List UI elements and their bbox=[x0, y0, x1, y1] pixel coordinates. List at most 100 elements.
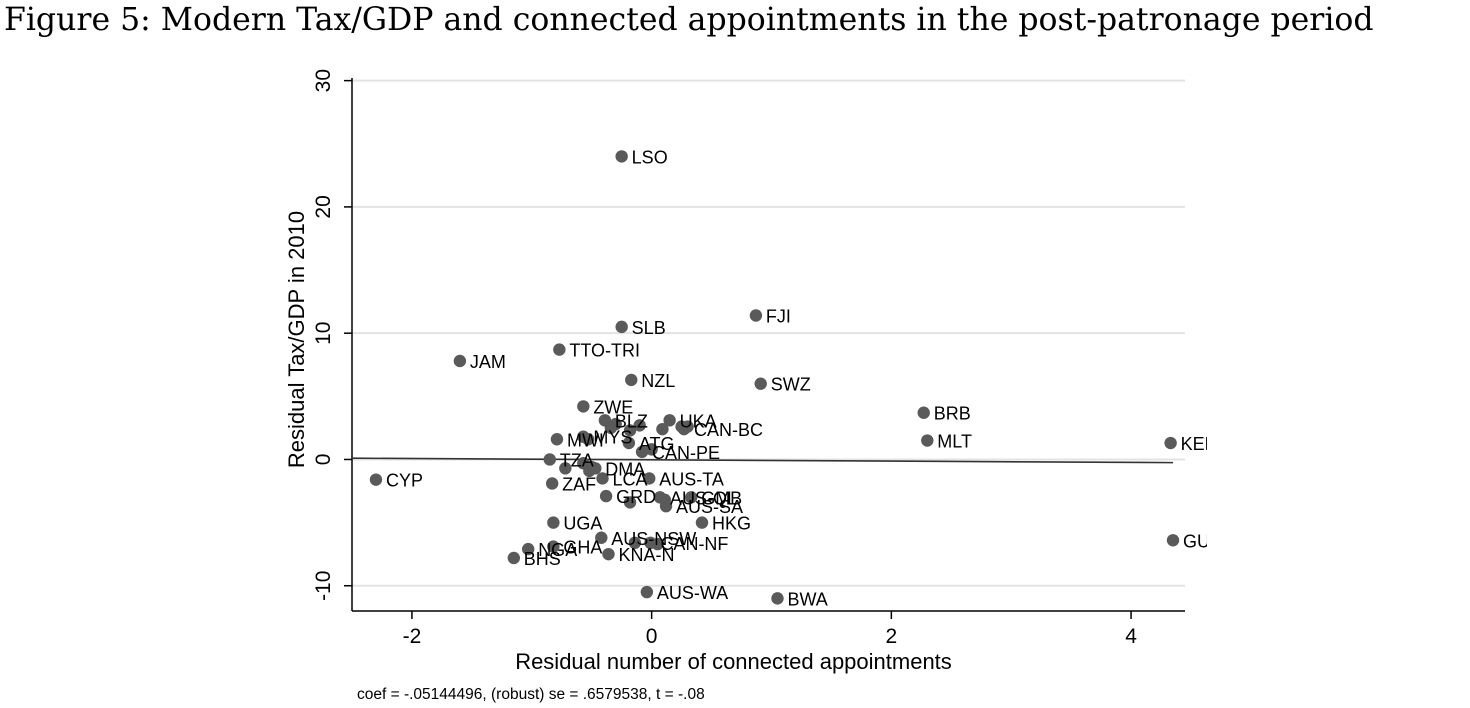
data-point-bhs bbox=[507, 551, 521, 565]
data-point-mys bbox=[577, 430, 590, 443]
x-tick-label: 4 bbox=[1125, 625, 1137, 648]
data-point bbox=[656, 422, 669, 436]
point-label-aus-sa: AUS-SA bbox=[676, 497, 743, 517]
data-point-zwe bbox=[577, 400, 590, 413]
data-point-atg bbox=[622, 436, 636, 450]
data-point bbox=[645, 443, 658, 456]
point-label-bhs: BHS bbox=[524, 549, 561, 569]
data-point-uga bbox=[547, 516, 560, 529]
data-point-tto-tri bbox=[553, 343, 566, 356]
axes bbox=[351, 78, 1185, 612]
x-tick-label: -2 bbox=[403, 625, 422, 648]
data-point-aus-wa bbox=[640, 585, 654, 599]
y-tick-label: -10 bbox=[312, 571, 335, 601]
point-label-aus-ql: AUS-QL bbox=[670, 488, 737, 508]
data-point-aus-nsw bbox=[595, 531, 608, 544]
data-point-aus-sa bbox=[659, 499, 673, 513]
point-label-mlt: MLT bbox=[937, 432, 972, 452]
data-point-uka bbox=[663, 414, 676, 427]
data-point-swz bbox=[754, 377, 767, 390]
point-label-uga: UGA bbox=[563, 514, 602, 534]
point-label-can-nf: CAN-NF bbox=[660, 534, 728, 554]
y-tick-label: 30 bbox=[312, 69, 335, 92]
data-point-ken bbox=[1164, 436, 1177, 450]
y-tick-label: 10 bbox=[312, 322, 335, 345]
point-label-dma: DMA bbox=[605, 459, 645, 479]
data-point-guy bbox=[1166, 534, 1180, 547]
data-point-slb bbox=[615, 320, 628, 334]
point-label-zaf: ZAF bbox=[562, 474, 596, 494]
data-point-gmb bbox=[684, 491, 698, 504]
data-point-dma bbox=[589, 462, 602, 475]
point-label-fji: FJI bbox=[766, 307, 791, 327]
point-label-tto-tri: TTO-TRI bbox=[569, 341, 640, 361]
point-label-gmb: GMB bbox=[701, 488, 742, 508]
data-point-brb bbox=[917, 406, 930, 419]
point-label-lso: LSO bbox=[632, 147, 668, 167]
data-point bbox=[609, 417, 622, 431]
data-point-mlt bbox=[921, 434, 934, 447]
point-label-jam: JAM bbox=[470, 352, 506, 372]
x-tick-label: 0 bbox=[646, 625, 658, 648]
data-point-tza bbox=[543, 453, 556, 466]
data-point-aus-ta bbox=[643, 472, 656, 485]
point-label-mwi: MWI bbox=[567, 430, 604, 450]
y-tick-label: 20 bbox=[312, 195, 335, 218]
point-label-grd: GRD bbox=[616, 487, 656, 507]
point-label-nga: NGA bbox=[538, 540, 577, 560]
point-label-uka: UKA bbox=[680, 411, 717, 431]
point-label-kna-n: KNA-N bbox=[618, 545, 674, 565]
data-point-lso bbox=[615, 150, 628, 163]
point-label-blz: BLZ bbox=[615, 411, 648, 431]
figure-title: Figure 5: Modern Tax/GDP and connected a… bbox=[4, 2, 1374, 38]
grid-lines bbox=[352, 79, 1185, 587]
point-label-aus-wa: AUS-WA bbox=[657, 583, 728, 603]
point-label-swz: SWZ bbox=[771, 375, 811, 395]
point-label-atg: ATG bbox=[639, 434, 675, 454]
point-label-gha: GHA bbox=[563, 538, 602, 558]
data-point-can-pe bbox=[635, 445, 649, 459]
point-label-bwa: BWA bbox=[787, 589, 827, 609]
y-tick-label: 0 bbox=[312, 454, 335, 466]
fit-line bbox=[351, 457, 1174, 464]
point-label-slb: SLB bbox=[632, 318, 666, 338]
point-label-lca: LCA bbox=[612, 469, 647, 489]
data-point-lca bbox=[596, 472, 609, 485]
data-point bbox=[623, 424, 637, 437]
x-tick-label: 2 bbox=[886, 625, 898, 648]
data-point-can-nf bbox=[644, 536, 657, 550]
data-point-bwa bbox=[771, 592, 784, 605]
data-point-hkg bbox=[695, 516, 709, 529]
data-point bbox=[628, 536, 642, 550]
data-point-cyp bbox=[369, 473, 383, 486]
regression-note: coef = -.05144496, (robust) se = .657953… bbox=[357, 686, 705, 703]
data-point bbox=[559, 462, 572, 475]
point-label-can-bc: CAN-BC bbox=[694, 420, 763, 440]
data-point bbox=[633, 419, 646, 432]
data-point-gha bbox=[547, 540, 560, 553]
point-label-guy: GUY bbox=[1183, 531, 1222, 551]
data-point-can-bc bbox=[677, 422, 691, 436]
y-axis-title: Residual Tax/GDP in 2010 bbox=[284, 211, 309, 468]
data-point-blz bbox=[598, 414, 612, 427]
data-point-zaf bbox=[545, 477, 559, 490]
data-point-nzl bbox=[625, 373, 638, 387]
point-label-aus-ta: AUS-TA bbox=[659, 469, 724, 489]
point-label-hkg: HKG bbox=[712, 514, 751, 534]
data-point-aus-ql bbox=[653, 491, 667, 504]
point-label-nzl: NZL bbox=[641, 371, 675, 391]
data-point-fji bbox=[749, 309, 763, 322]
data-point-jam bbox=[453, 354, 467, 368]
point-label-tza: TZA bbox=[560, 450, 594, 470]
point-label-can-pe: CAN-PE bbox=[652, 443, 720, 463]
x-axis-title: Residual number of connected appointment… bbox=[515, 649, 952, 674]
data-point-nga bbox=[521, 542, 535, 556]
point-label-zwe: ZWE bbox=[593, 397, 633, 417]
tick-labels: -2 0 2 4 -10 0 10 20 30 bbox=[312, 69, 1137, 648]
point-label-brb: BRB bbox=[934, 404, 971, 424]
point-label-mys: MYS bbox=[593, 428, 632, 448]
data-points bbox=[369, 150, 1180, 605]
data-point-mwi bbox=[550, 433, 564, 446]
point-label-aus-nsw: AUS-NSW bbox=[611, 529, 696, 549]
